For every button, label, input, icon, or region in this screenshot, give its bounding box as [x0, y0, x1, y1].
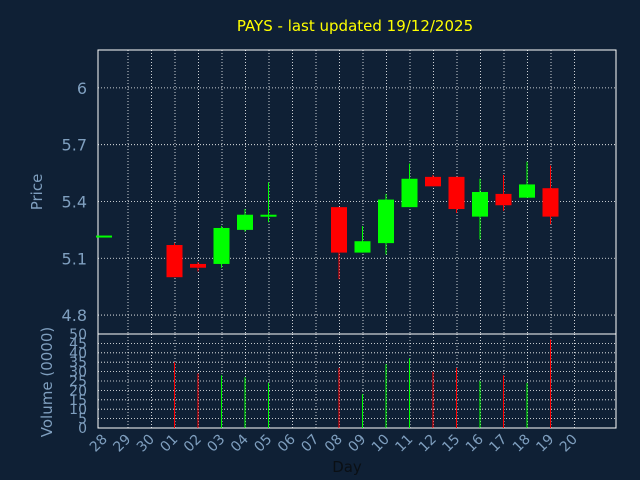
chart-title: PAYS - last updated 19/12/2025 [237, 17, 473, 35]
volume-tick-label: 20 [69, 383, 87, 399]
candle-body [190, 263, 206, 268]
price-tick-label: 5.4 [62, 192, 87, 211]
volume-tick-label: 5 [78, 412, 87, 428]
price-tick-label: 5.1 [62, 249, 87, 268]
volume-tick-label: 45 [69, 336, 87, 352]
candle-body [354, 241, 371, 253]
volume-tick-label: 30 [69, 365, 87, 381]
candle-body [331, 207, 347, 253]
volume-tick-label: 0 [78, 421, 87, 437]
candle-body [213, 227, 230, 264]
candlesticks [96, 161, 559, 280]
candle-body [260, 214, 277, 217]
volume-tick-label: 50 [69, 327, 87, 343]
price-tick-labels: 6 5.7 5.4 5.1 4.8 [62, 79, 87, 325]
price-tick-label: 5.7 [62, 136, 87, 155]
candle-body [542, 188, 559, 217]
volume-tick-label: 40 [69, 346, 87, 362]
candle-body [378, 199, 394, 244]
candle-body [519, 184, 535, 198]
candle-body [166, 245, 183, 278]
candle-body [96, 235, 112, 238]
day-axis-label: Day [332, 458, 362, 476]
volume-axis-label: Volume (0000) [38, 327, 56, 437]
candle-body [495, 193, 512, 206]
volume-tick-label: 35 [69, 355, 87, 371]
volume-tick-label: 15 [69, 393, 87, 409]
candle-body [237, 214, 253, 230]
price-axis-label: Price [28, 174, 46, 211]
candle-body [401, 178, 418, 208]
volume-bars [174, 339, 551, 428]
price-tick-label: 6 [77, 79, 87, 98]
volume-tick-label: 10 [69, 402, 87, 418]
candle-body [472, 192, 488, 217]
candle-body [448, 176, 465, 210]
candle-body [425, 176, 441, 187]
price-tick-label: 4.8 [62, 306, 87, 325]
volume-tick-label: 25 [69, 374, 87, 390]
